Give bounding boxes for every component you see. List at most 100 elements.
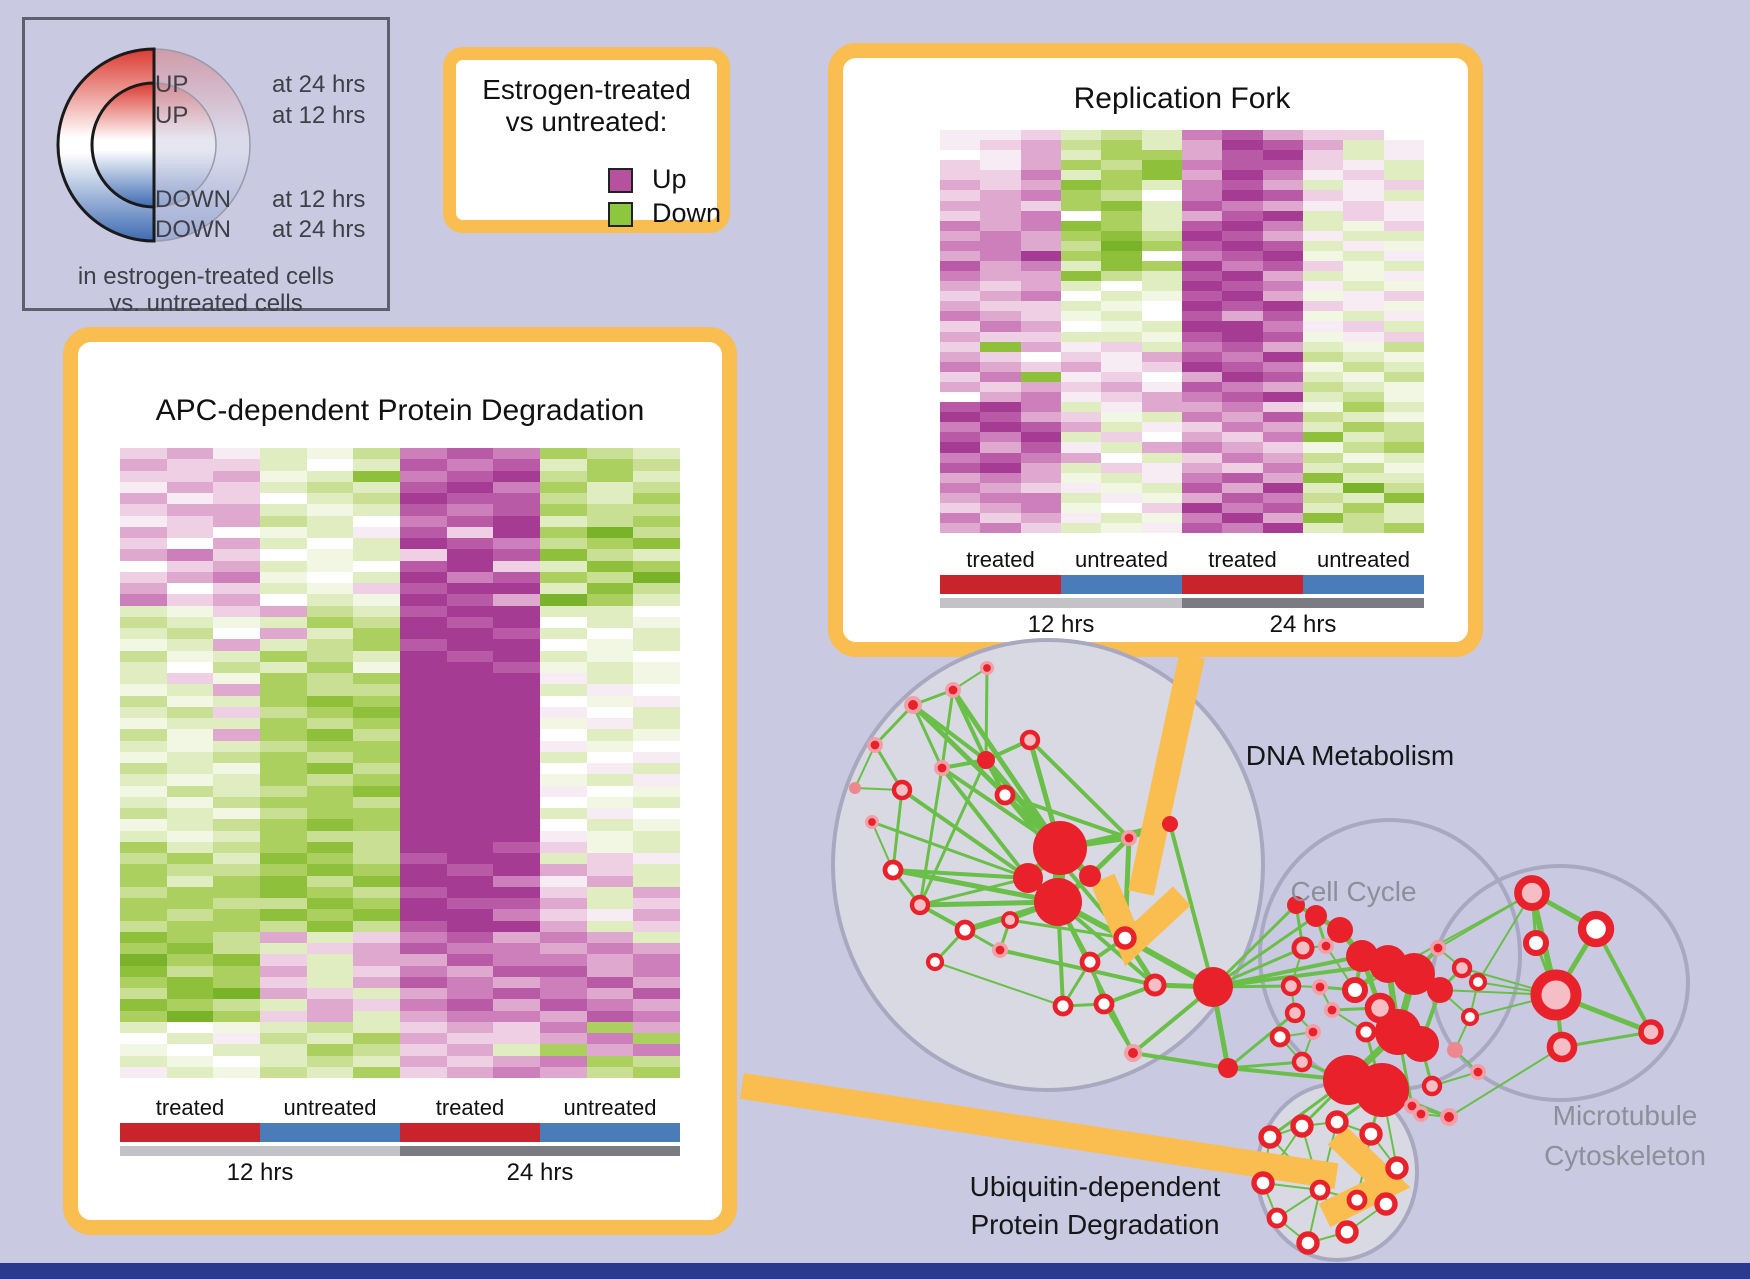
network-edge — [871, 821, 894, 871]
network-edge — [1529, 890, 1599, 932]
network-edge — [1300, 1078, 1350, 1128]
network-node-pink-ring-core — [1321, 941, 1331, 951]
heatmap-row — [940, 160, 1424, 171]
network-edge — [1279, 1036, 1303, 1063]
network-edge — [1302, 945, 1327, 949]
heatmap-row — [120, 785, 681, 797]
network-edge — [891, 868, 922, 907]
network-node-white-center — [1523, 930, 1549, 956]
network-node-solid — [1393, 953, 1435, 995]
network-edge — [1122, 835, 1132, 941]
network-node-pink-ring — [1470, 1064, 1486, 1080]
network-node-solid — [1403, 1026, 1439, 1062]
network-edge — [1356, 1167, 1398, 1201]
heatmap-row — [940, 200, 1424, 211]
network-node-pink-ring — [865, 815, 879, 829]
network-edge — [1122, 935, 1216, 990]
network-edge — [1262, 1125, 1303, 1184]
network-edge — [934, 961, 1064, 1007]
heatmap-row — [120, 594, 681, 606]
network-node-pink-ring — [1440, 1108, 1458, 1126]
arrow-head-replication-fork-to-dna — [1090, 873, 1191, 967]
treatment-color-bar — [940, 575, 1424, 594]
time-labels: 12 hrs 24 hrs — [1027, 611, 1337, 638]
network-edge — [1353, 962, 1390, 992]
network-edge — [1461, 967, 1557, 996]
network-edge — [1023, 843, 1065, 883]
network-edge — [918, 876, 1030, 907]
heatmap-row — [120, 808, 681, 820]
network-edge — [1331, 1009, 1367, 1033]
network-edge — [1454, 1049, 1479, 1073]
network-node-pink-ring — [1430, 940, 1446, 956]
network-node-pink-center — [1280, 975, 1302, 997]
network-edge — [918, 903, 967, 932]
cluster-ellipse-dna-metabolism — [831, 638, 1265, 1092]
network-edge — [1276, 1189, 1321, 1219]
network-edge — [1131, 1051, 1230, 1070]
heatmap-row — [940, 240, 1424, 251]
network-node-white-center — [1359, 1122, 1383, 1146]
network-edge — [1300, 1060, 1350, 1082]
inner-ring-right-half — [153, 82, 217, 208]
network-edge — [1058, 822, 1172, 850]
ubiquitin-label-line1: Ubiquitin-dependent — [969, 1171, 1221, 1202]
network-edge — [1003, 793, 1092, 878]
heatmap-row — [120, 605, 681, 617]
network-edge — [1211, 946, 1305, 989]
figure-bottom-border — [0, 1263, 1750, 1279]
arrow-shaft-replication-fork-to-dna — [1128, 653, 1205, 896]
heatmap-row — [120, 954, 681, 966]
network-node-pink-center — [1364, 992, 1396, 1024]
ring-time-label: at 12 hrs — [272, 186, 366, 213]
network-node-solid — [1013, 863, 1043, 893]
heatmap-row — [940, 250, 1424, 262]
network-edge — [870, 820, 1030, 880]
network-node-pink-ring-core — [1308, 1027, 1318, 1037]
network-edge — [1052, 842, 1066, 908]
heatmap-row — [940, 180, 1424, 191]
heatmap-row — [940, 291, 1424, 302]
network-edge — [1319, 1189, 1348, 1233]
gradient-ring-legend: UP at 24 hrs UP at 12 hrs DOWN at 12 hrs… — [22, 17, 390, 317]
inner-ring-left-half — [90, 81, 156, 209]
heatmap-row — [940, 311, 1424, 322]
heatmap-row — [120, 751, 681, 763]
network-node-solid — [1193, 967, 1233, 1007]
microtubule-label-line1: Microtubule — [1552, 1100, 1698, 1131]
network-node-solid — [1355, 1063, 1409, 1117]
network-edge — [1152, 982, 1216, 990]
heatmap-row — [940, 482, 1424, 493]
heatmap-row — [940, 261, 1424, 272]
heatmap-row — [120, 763, 681, 775]
network-edge — [1131, 985, 1215, 1055]
network-edge — [1211, 914, 1318, 989]
network-node-pink-center — [1638, 1019, 1664, 1045]
network-edge — [940, 766, 1030, 880]
arrow-head-apc-to-ubiquitin — [1318, 1125, 1411, 1228]
network-node-pink-ring-core — [1124, 833, 1134, 843]
network-node-pink-ring-core — [983, 664, 991, 672]
network-node-pink-ring — [1312, 979, 1328, 995]
network-edge — [1419, 988, 1442, 1046]
network-edge — [998, 948, 1157, 987]
network-edge — [998, 918, 1012, 952]
heatmap-row — [940, 351, 1424, 362]
network-edge — [1003, 793, 1131, 840]
network-edge — [1357, 951, 1393, 969]
network-edge — [1364, 1030, 1384, 1092]
network-edge — [1412, 946, 1440, 976]
heatmap-row — [940, 512, 1424, 524]
network-edge — [1087, 835, 1132, 879]
heatmap-row — [940, 402, 1424, 413]
heatmap-row — [940, 432, 1424, 443]
network-edge — [1168, 822, 1215, 989]
network-node-pink-ring — [1121, 830, 1137, 846]
estrogen-legend: Estrogen-treated vs untreated: Up Down — [443, 47, 730, 233]
network-edge — [1002, 792, 1063, 851]
network-edge — [950, 687, 1063, 851]
heatmap-row — [940, 190, 1424, 201]
network-edge — [891, 868, 1030, 880]
heatmap-row — [120, 616, 681, 628]
